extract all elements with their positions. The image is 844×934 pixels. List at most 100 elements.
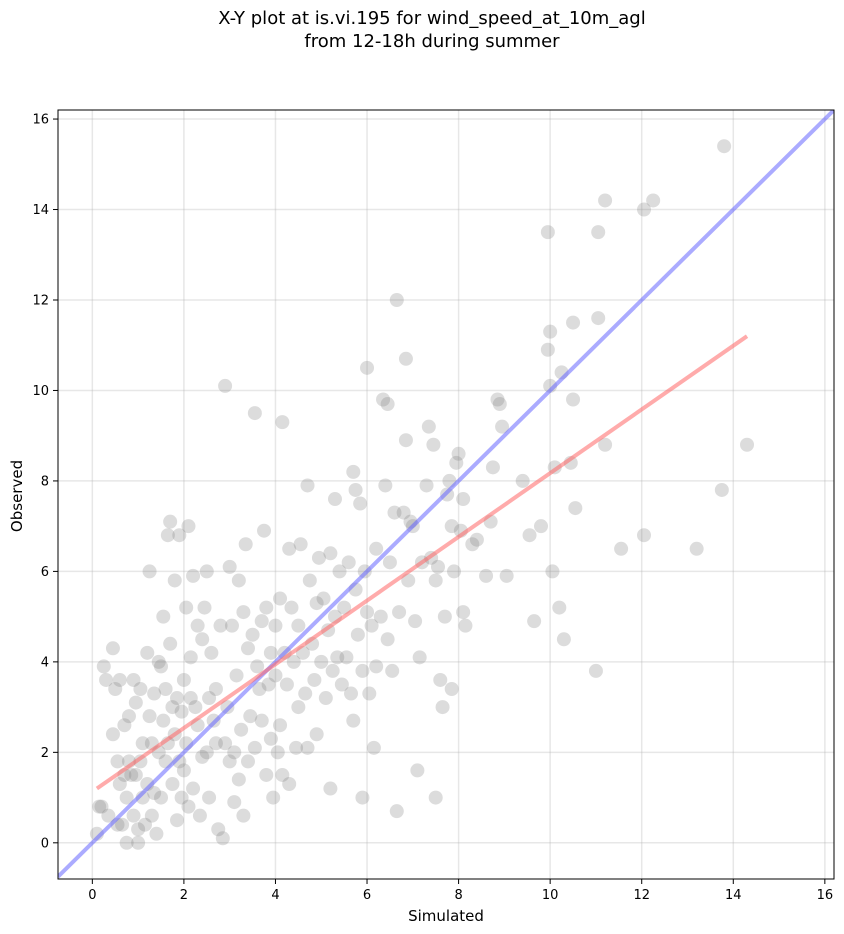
scatter-point (195, 632, 210, 647)
scatter-point (174, 790, 189, 805)
scatter-point (492, 397, 507, 412)
scatter-point (181, 519, 196, 534)
scatter-point (108, 682, 123, 697)
scatter-point (740, 437, 755, 452)
scatter-point (250, 659, 265, 674)
scatter-point (137, 817, 152, 832)
scatter-point (469, 532, 484, 547)
scatter-point (444, 519, 459, 534)
scatter-point (456, 605, 471, 620)
scatter-point (284, 600, 299, 615)
x-tick-label: 12 (633, 888, 650, 903)
scatter-point (186, 568, 201, 583)
scatter-point (637, 202, 652, 217)
scatter-point (234, 722, 249, 737)
scatter-point (286, 654, 301, 669)
scatter-point (490, 392, 505, 407)
scatter-point (128, 767, 143, 782)
scatter-point (208, 682, 223, 697)
scatter-point (355, 790, 370, 805)
scatter-point (119, 790, 134, 805)
scatter-point (275, 415, 290, 430)
scatter-point (398, 351, 413, 366)
scatter-point (300, 478, 315, 493)
scatter-point (231, 772, 246, 787)
scatter-point (389, 292, 404, 307)
scatter-point (323, 546, 338, 561)
scatter-points (89, 139, 755, 850)
scatter-point (215, 831, 230, 846)
scatter-point (167, 573, 182, 588)
scatter-point (144, 808, 159, 823)
scatter-point (309, 596, 324, 611)
scatter-point (527, 614, 542, 629)
scatter-point (273, 591, 288, 606)
scatter-point (369, 541, 384, 556)
scatter-point (289, 740, 304, 755)
scatter-point (279, 677, 294, 692)
scatter-point (419, 478, 434, 493)
scatter-point (94, 799, 109, 814)
scatter-point (101, 808, 116, 823)
scatter-point (598, 193, 613, 208)
scatter-point (124, 767, 139, 782)
scatter-point (337, 600, 352, 615)
scatter-point (188, 700, 203, 715)
scatter-point (149, 826, 164, 841)
scatter-point (346, 464, 361, 479)
scatter-point (456, 492, 471, 507)
scatter-point (240, 641, 255, 656)
scatter-point (552, 600, 567, 615)
scatter-point (170, 691, 185, 706)
scatter-point (261, 677, 276, 692)
scatter-point (465, 537, 480, 552)
scatter-point (614, 541, 629, 556)
scatter-point (126, 672, 141, 687)
scatter-point (392, 605, 407, 620)
scatter-point (591, 225, 606, 240)
scatter-point (588, 663, 603, 678)
scatter-point (170, 813, 185, 828)
x-tick-label: 14 (725, 888, 742, 903)
scatter-point (156, 609, 171, 624)
y-tick-label: 2 (41, 746, 49, 761)
scatter-point (540, 225, 555, 240)
scatter-point (147, 786, 162, 801)
scatter-point (142, 564, 157, 579)
scatter-point (165, 700, 180, 715)
scatter-point (449, 455, 464, 470)
y-tick-label: 14 (32, 203, 49, 218)
scatter-point (92, 799, 107, 814)
scatter-point (160, 528, 175, 543)
scatter-point (373, 609, 388, 624)
scatter-point (254, 713, 269, 728)
chart-title-line-2: from 12-18h during summer (304, 31, 560, 52)
scatter-point (163, 514, 178, 529)
scatter-point (163, 636, 178, 651)
scatter-point (515, 473, 530, 488)
scatter-point (362, 686, 377, 701)
y-tick-label: 0 (41, 836, 49, 851)
scatter-point (540, 342, 555, 357)
scatter-point (192, 808, 207, 823)
scatter-point (121, 709, 136, 724)
x-tick-label: 8 (454, 888, 462, 903)
scatter-point (309, 727, 324, 742)
scatter-point (401, 573, 416, 588)
scatter-point (273, 718, 288, 733)
scatter-point (591, 311, 606, 326)
scatter-point (327, 492, 342, 507)
scatter-point (96, 659, 111, 674)
scatter-point (99, 672, 114, 687)
chart-title-line-1: X-Y plot at is.vi.195 for wind_speed_at_… (218, 8, 646, 29)
scatter-point (202, 691, 217, 706)
scatter-point (172, 528, 187, 543)
scatter-point (131, 822, 146, 837)
scatter-point (499, 568, 514, 583)
scatter-point (105, 727, 120, 742)
scatter-point (115, 817, 130, 832)
scatter-point (147, 686, 162, 701)
x-tick-label: 10 (542, 888, 559, 903)
scatter-point (218, 736, 233, 751)
scatter-point (428, 573, 443, 588)
